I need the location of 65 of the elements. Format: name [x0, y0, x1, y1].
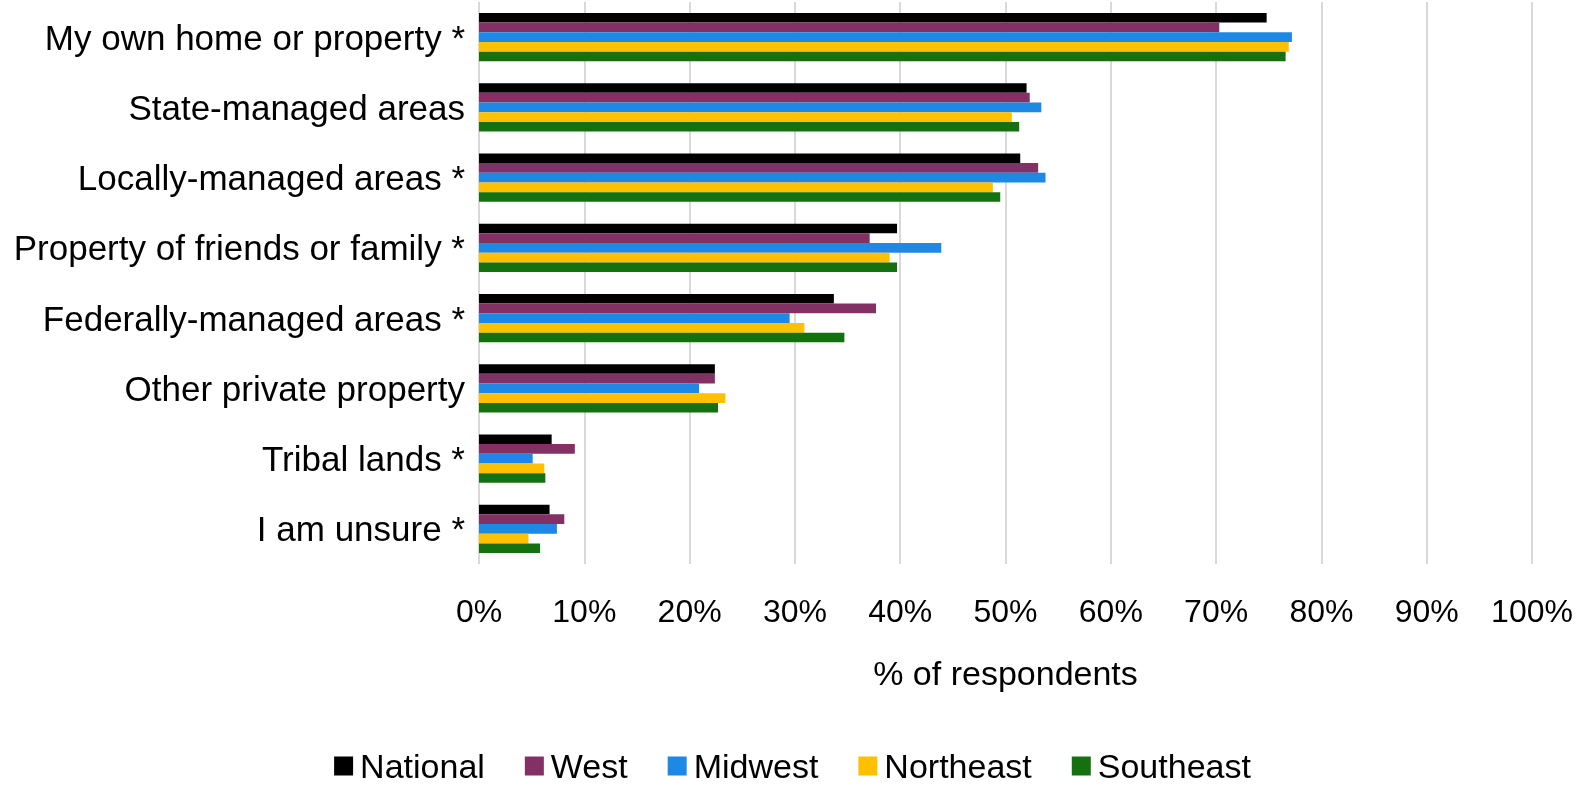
bar: [479, 172, 1046, 183]
legend-label: National: [360, 747, 485, 785]
bar: [479, 373, 715, 384]
bar: [479, 434, 552, 445]
bar: [479, 393, 726, 403]
bar: [479, 12, 1267, 23]
bar: [479, 92, 1030, 103]
bar: [479, 102, 1042, 113]
legend-label: Midwest: [693, 747, 819, 785]
bar: [479, 233, 870, 244]
y-tick-label: Locally-managed areas *: [77, 158, 466, 198]
bar: [479, 121, 1020, 132]
bar: [479, 533, 529, 544]
legend-label: West: [550, 747, 629, 785]
x-tick-label: 40%: [868, 593, 933, 629]
bar: [479, 153, 1021, 164]
x-axis-title: % of respondents: [873, 654, 1138, 692]
bar: [479, 453, 533, 464]
bar: [479, 543, 541, 554]
y-tick-label: Property of friends or family *: [13, 228, 466, 268]
y-tick-label: Federally-managed areas *: [42, 298, 466, 338]
bar: [479, 504, 550, 515]
y-tick-label: State-managed areas: [128, 87, 465, 127]
bar: [479, 524, 557, 534]
x-tick-label: 20%: [657, 593, 722, 629]
y-tick-label: My own home or property *: [44, 17, 466, 57]
bar: [479, 182, 993, 193]
bar: [479, 514, 565, 525]
bar: [479, 332, 845, 343]
bar: [479, 112, 1012, 122]
x-tick-label: 90%: [1394, 593, 1459, 629]
bar: [479, 262, 898, 273]
bar: [479, 252, 890, 263]
legend-label: Southeast: [1097, 747, 1252, 785]
x-tick-label: 70%: [1184, 593, 1249, 629]
y-tick-label: Other private property: [124, 368, 466, 408]
bar: [479, 402, 719, 413]
x-tick-label: 30%: [762, 593, 827, 629]
bar: [479, 223, 898, 234]
bar: [479, 313, 790, 323]
x-tick-label: 100%: [1491, 593, 1573, 629]
bar: [479, 163, 1039, 173]
bar: [479, 83, 1027, 93]
bar: [479, 243, 942, 253]
legend-label: Northeast: [884, 747, 1033, 785]
bar: [479, 32, 1292, 42]
bar: [479, 444, 575, 454]
x-tick-label: 10%: [552, 593, 617, 629]
bar: [479, 364, 715, 374]
x-tick-label: 0%: [455, 593, 503, 629]
bar: [479, 322, 805, 333]
bar: [479, 463, 545, 474]
bar: [479, 41, 1289, 52]
x-tick-label: 80%: [1289, 593, 1354, 629]
x-tick-label: 60%: [1078, 593, 1143, 629]
bar: [479, 51, 1286, 62]
x-tick-label: 50%: [973, 593, 1038, 629]
y-tick-label: Tribal lands *: [262, 439, 466, 479]
y-tick-label: I am unsure *: [256, 509, 466, 549]
bar: [479, 192, 1001, 202]
bar: [479, 22, 1220, 33]
bar: [479, 473, 546, 483]
bar: [479, 303, 876, 314]
bar: [479, 383, 700, 394]
bar: [479, 293, 834, 304]
